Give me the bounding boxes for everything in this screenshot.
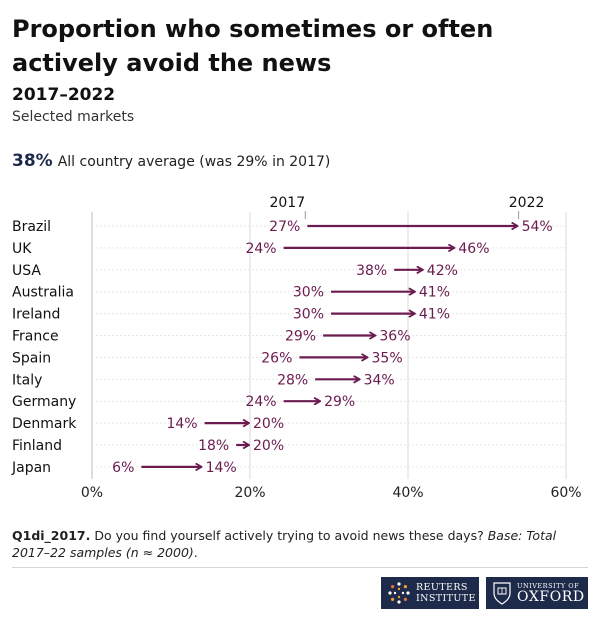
value-label-2017: 27% — [269, 219, 300, 235]
value-label-2017: 28% — [277, 372, 308, 388]
x-tick-label: 20% — [234, 485, 265, 501]
chart-subtitle: 2017–2022 — [12, 85, 116, 105]
chart-title: Proportion who sometimes or often active… — [12, 15, 494, 77]
series-label-2022: 2022 — [509, 195, 545, 211]
value-label-2022: 46% — [458, 241, 489, 257]
value-label-2017: 38% — [356, 263, 387, 279]
institute-line: INSTITUTE — [416, 593, 476, 604]
footnote-code: Q1di_2017. — [12, 528, 91, 543]
value-label-2017: 26% — [261, 350, 292, 366]
footnote-question: Do you find yourself actively trying to … — [94, 528, 484, 543]
value-label-2017: 29% — [285, 329, 316, 345]
value-label-2017: 14% — [166, 416, 197, 432]
category-label: France — [12, 329, 59, 345]
x-tick-label: 40% — [392, 485, 423, 501]
value-label-2017: 30% — [293, 285, 324, 301]
reuters-line: REUTERS — [416, 582, 468, 593]
category-label: Spain — [12, 350, 51, 366]
series-label-2017: 2017 — [269, 195, 305, 211]
oxford-logo: UNIVERSITY OF OXFORD — [486, 577, 588, 609]
dumbbell-chart: 0% 20% 40% 60% 2017 2022 Brazil 27% 54% UK 24% 46% U… — [11, 195, 582, 501]
value-label-2022: 42% — [427, 263, 458, 279]
category-label: Japan — [11, 460, 51, 476]
value-label-2022: 20% — [253, 416, 284, 432]
value-label-2017: 18% — [198, 438, 229, 454]
value-label-2022: 20% — [253, 438, 284, 454]
value-label-2022: 41% — [419, 285, 450, 301]
reuters-institute-wordmark: REUTERS INSTITUTE — [416, 582, 476, 604]
category-label: Ireland — [12, 307, 60, 323]
category-label: Germany — [12, 394, 76, 410]
category-label: Italy — [12, 372, 42, 388]
footnote-end: . — [193, 545, 198, 560]
value-label-2017: 6% — [112, 460, 134, 476]
value-label-2017: 24% — [245, 241, 276, 257]
reuters-dots-icon — [388, 582, 410, 604]
reuters-institute-logo: REUTERS INSTITUTE — [381, 577, 479, 609]
oxford-wordmark: UNIVERSITY OF OXFORD — [517, 582, 585, 605]
value-label-2022: 29% — [324, 394, 355, 410]
value-label-2022: 35% — [372, 350, 403, 366]
oxford-crest-icon — [493, 582, 511, 605]
x-tick-label: 0% — [81, 485, 103, 501]
markets-note: Selected markets — [12, 109, 135, 125]
x-tick-label: 60% — [550, 485, 581, 501]
category-label: Finland — [12, 438, 62, 454]
oxford-line: OXFORD — [517, 588, 585, 605]
category-label: Australia — [12, 285, 74, 301]
average-note: 38% All country average (was 29% in 2017) — [12, 151, 330, 171]
value-label-2022: 34% — [364, 372, 395, 388]
category-label: Denmark — [12, 416, 77, 432]
category-label: Brazil — [12, 219, 51, 235]
value-label-2017: 30% — [293, 307, 324, 323]
footnote-base: Base: Total 2017–22 samples (n ≈ 2000) — [12, 528, 557, 560]
average-value: 38% — [12, 151, 53, 171]
value-label-2022: 14% — [206, 460, 237, 476]
university-of-line: UNIVERSITY OF — [517, 581, 580, 590]
value-label-2022: 36% — [379, 329, 410, 345]
value-label-2022: 54% — [522, 219, 553, 235]
value-label-2022: 41% — [419, 307, 450, 323]
category-label: UK — [12, 241, 32, 257]
average-text: All country average (was 29% in 2017) — [57, 154, 331, 170]
category-label: USA — [12, 263, 41, 279]
footer-divider — [12, 567, 588, 568]
footnote: Q1di_2017. Do you find yourself actively… — [12, 527, 582, 561]
value-label-2017: 24% — [245, 394, 276, 410]
